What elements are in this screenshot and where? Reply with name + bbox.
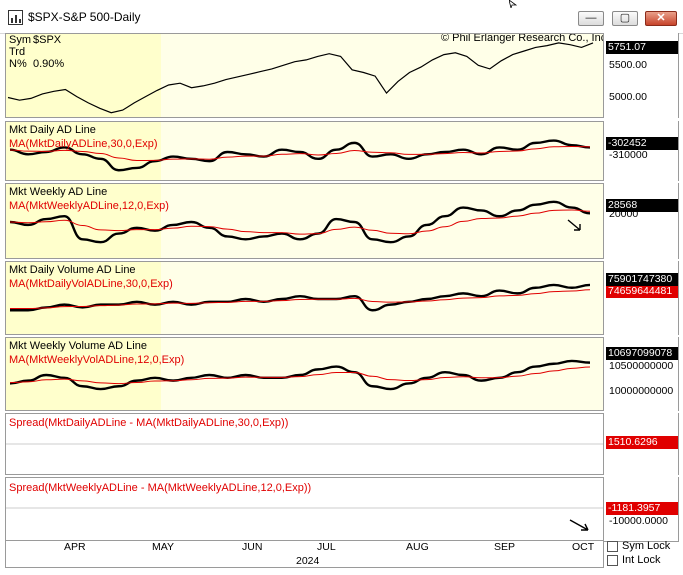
daily-volume-ad-chart: [10, 283, 591, 312]
int-lock-checkbox[interactable]: Int Lock: [607, 554, 677, 568]
daily-ad-chart: [9, 139, 591, 172]
pane-highlight-band: [6, 338, 161, 410]
weekly-spread-axis: -1181.3957 -10000.0000: [604, 477, 679, 542]
minimize-button[interactable]: —: [578, 11, 604, 26]
weekly-ad-value-badge: 28568: [606, 199, 678, 212]
pane-title: Mkt Weekly Volume AD Line: [9, 340, 147, 352]
date-axis: APR MAY JUN JUL AUG SEP OCT 2024: [5, 540, 604, 568]
ma-label: MA(MktDailyVolADLine,30,0,Exp): [9, 278, 173, 290]
weekly-ad-chart: [9, 200, 591, 244]
mouse-cursor-icon: [509, 0, 517, 8]
daily-ad-value-badge: -302452: [606, 137, 678, 150]
restore-button[interactable]: ▢: [612, 11, 638, 26]
daily-volume-ad-axis: 74659644481 75901747380: [604, 261, 679, 335]
weekly-volume-ad-value-badge: 10697099078: [606, 347, 678, 360]
down-arrow-icon: [569, 519, 589, 531]
daily-volume-ad-value-badge: 75901747380: [606, 273, 678, 286]
axis-tick: -310000: [609, 149, 648, 161]
ma-label: MA(MktWeeklyADLine,12,0,Exp): [9, 200, 169, 212]
daily-spread-pane[interactable]: Spread(MktDailyADLine - MA(MktDailyADLin…: [5, 413, 604, 475]
axis-tick: 10000000000: [609, 385, 674, 397]
pane-highlight-band: [6, 262, 161, 334]
daily-ad-axis: -310000 -302452: [604, 121, 679, 181]
sym-lock-checkbox[interactable]: Sym Lock: [607, 540, 677, 554]
window-title: $SPX-S&P 500-Daily: [28, 10, 141, 24]
weekly-volume-ad-pane[interactable]: Mkt Weekly Volume AD Line MA(MktWeeklyVo…: [5, 337, 604, 411]
month-label: SEP: [494, 541, 516, 553]
symbol-label: Sym: [9, 34, 31, 46]
daily-volume-ad-pane[interactable]: Mkt Daily Volume AD Line MA(MktDailyVolA…: [5, 261, 604, 335]
symbol-value: $SPX: [33, 34, 62, 46]
weekly-ad-pane[interactable]: Mkt Weekly AD Line MA(MktWeeklyADLine,12…: [5, 183, 604, 259]
pane-highlight-band: [6, 34, 161, 117]
price-tick: 5500.00: [609, 59, 647, 71]
month-label: JUN: [242, 541, 263, 553]
int-lock-label: Int Lock: [622, 554, 661, 566]
daily-ad-pane[interactable]: Mkt Daily AD Line MA(MktDailyADLine,30,0…: [5, 121, 604, 181]
month-label: OCT: [572, 541, 595, 553]
pane-title: Mkt Weekly AD Line: [9, 186, 108, 198]
pane-title: Mkt Daily Volume AD Line: [9, 264, 136, 276]
ma-label: MA(MktDailyADLine,30,0,Exp): [9, 138, 158, 150]
month-label: JUL: [317, 541, 336, 553]
month-label: APR: [64, 541, 86, 553]
month-label: AUG: [406, 541, 429, 553]
price-pane[interactable]: Sym $SPX Trd N% 0.90% © Phil Erlanger Re…: [5, 33, 604, 118]
trend-label: Trd: [9, 46, 26, 58]
pane-title: Spread(MktDailyADLine - MA(MktDailyADLin…: [9, 417, 289, 429]
price-value-badge: 5751.07: [606, 41, 678, 54]
month-label: MAY: [152, 541, 174, 553]
window-titlebar: $SPX-S&P 500-Daily — ▢ ✕: [0, 0, 683, 34]
ma-value-badge: 74659644481: [606, 285, 678, 298]
pane-title: Mkt Daily AD Line: [9, 124, 96, 136]
axis-tick: -10000.0000: [609, 515, 668, 527]
pane-highlight-band: [6, 184, 161, 258]
percent-value: 0.90%: [33, 58, 65, 70]
weekly-spread-value-badge: -1181.3957: [606, 502, 678, 515]
ma-label: MA(MktWeeklyVolADLine,12,0,Exp): [9, 354, 185, 366]
close-button[interactable]: ✕: [645, 11, 677, 26]
pane-title: Spread(MktWeeklyADLine - MA(MktWeeklyADL…: [9, 482, 312, 494]
percent-label: N%: [9, 58, 27, 70]
axis-tick: 10500000000: [609, 360, 674, 372]
checkbox-box[interactable]: [607, 555, 618, 566]
price-chart: [7, 42, 594, 114]
chart-app-icon: [8, 10, 23, 25]
year-label: 2024: [296, 555, 320, 567]
sym-lock-label: Sym Lock: [622, 540, 671, 552]
daily-spread-value-badge: 1510.6296: [606, 436, 678, 449]
weekly-spread-pane[interactable]: Spread(MktWeeklyADLine - MA(MktWeeklyADL…: [5, 477, 604, 541]
copyright-text: © Phil Erlanger Research Co., Inc.: [441, 33, 604, 44]
daily-spread-axis: 1510.6296: [604, 413, 679, 475]
weekly-spread-chart: [6, 507, 603, 531]
weekly-ad-axis: 20000 28568: [604, 183, 679, 259]
daily-spread-chart: [6, 443, 603, 445]
down-arrow-icon: [567, 219, 581, 231]
checkbox-box[interactable]: [607, 541, 618, 552]
weekly-volume-ad-axis: 10500000000 10000000000 10697099078: [604, 337, 679, 411]
price-axis: 5751.07 5500.00 5000.00: [604, 33, 679, 118]
weekly-volume-ad-chart: [9, 359, 591, 391]
price-tick: 5000.00: [609, 91, 647, 103]
